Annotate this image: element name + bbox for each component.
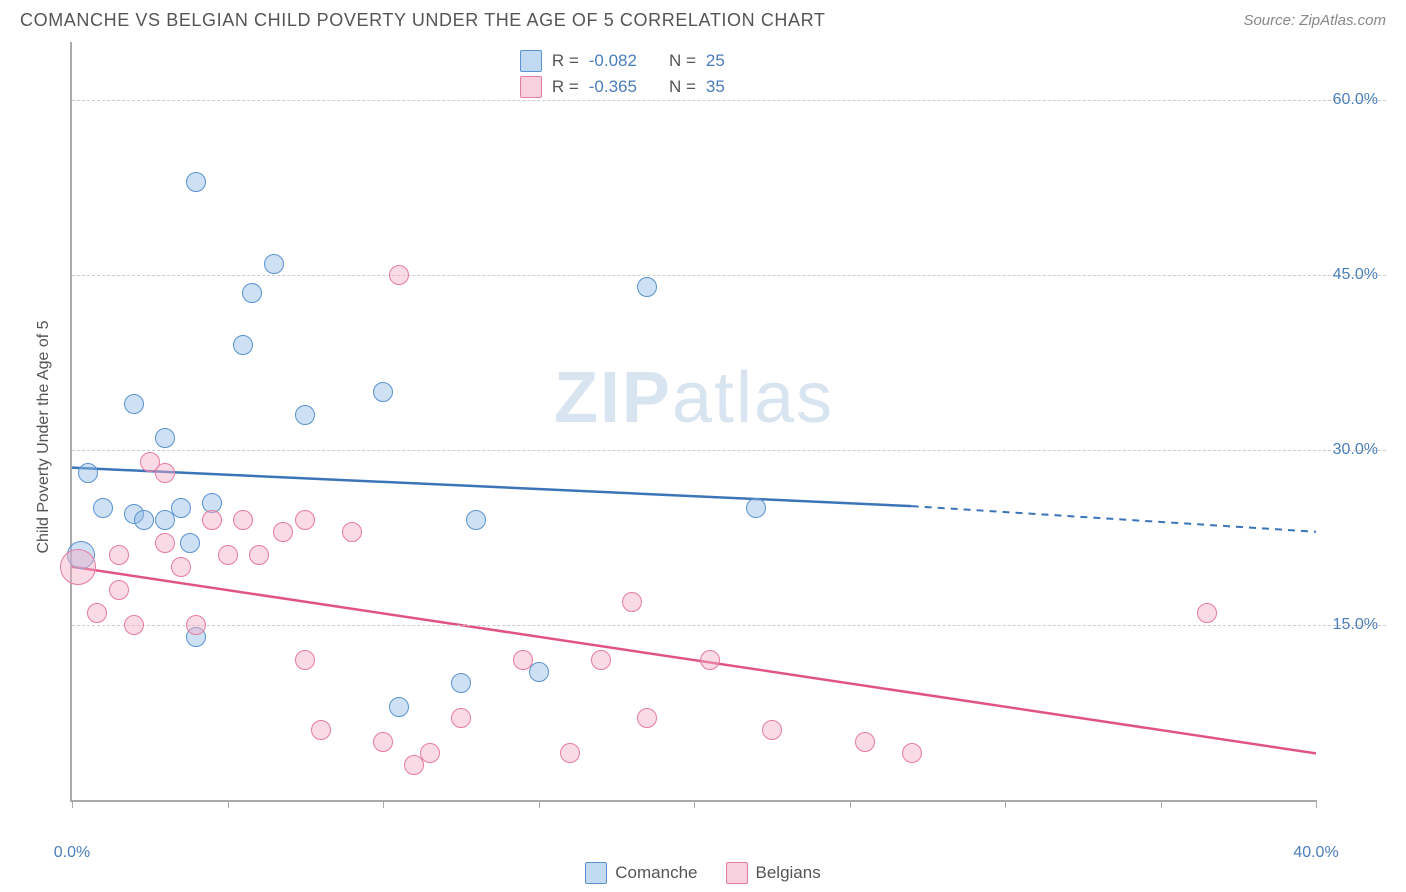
legend-r-label: R = bbox=[552, 77, 579, 97]
data-point bbox=[311, 720, 331, 740]
x-tick bbox=[383, 800, 384, 808]
data-point bbox=[560, 743, 580, 763]
data-point bbox=[218, 545, 238, 565]
data-point bbox=[451, 708, 471, 728]
data-point bbox=[746, 498, 766, 518]
data-point bbox=[451, 673, 471, 693]
data-point bbox=[171, 557, 191, 577]
legend-n-value: 35 bbox=[706, 77, 725, 97]
legend-swatch bbox=[520, 76, 542, 98]
gridline bbox=[72, 625, 1386, 626]
legend-row: R = -0.082 N = 25 bbox=[520, 48, 725, 74]
data-point bbox=[87, 603, 107, 623]
source-attribution: Source: ZipAtlas.com bbox=[1243, 12, 1386, 29]
data-point bbox=[855, 732, 875, 752]
series-legend: Comanche Belgians bbox=[0, 862, 1406, 884]
data-point bbox=[60, 549, 96, 585]
legend-n-value: 25 bbox=[706, 51, 725, 71]
legend-row: R = -0.365 N = 35 bbox=[520, 74, 725, 100]
legend-swatch bbox=[520, 50, 542, 72]
data-point bbox=[466, 510, 486, 530]
watermark: ZIPatlas bbox=[554, 357, 834, 439]
x-tick bbox=[694, 800, 695, 808]
gridline bbox=[72, 450, 1386, 451]
x-tick bbox=[228, 800, 229, 808]
data-point bbox=[295, 510, 315, 530]
data-point bbox=[637, 708, 657, 728]
data-point bbox=[373, 732, 393, 752]
y-axis-label: Child Poverty Under the Age of 5 bbox=[35, 320, 53, 553]
data-point bbox=[295, 650, 315, 670]
data-point bbox=[622, 592, 642, 612]
legend-swatch bbox=[726, 862, 748, 884]
data-point bbox=[902, 743, 922, 763]
correlation-legend: R = -0.082 N = 25 R = -0.365 N = 35 bbox=[520, 48, 725, 100]
data-point bbox=[171, 498, 191, 518]
data-point bbox=[295, 405, 315, 425]
data-point bbox=[233, 335, 253, 355]
legend-n-label: N = bbox=[669, 77, 696, 97]
legend-r-value: -0.082 bbox=[589, 51, 637, 71]
x-tick bbox=[1005, 800, 1006, 808]
data-point bbox=[249, 545, 269, 565]
data-point bbox=[186, 615, 206, 635]
data-point bbox=[109, 545, 129, 565]
data-point bbox=[273, 522, 293, 542]
trend-lines bbox=[72, 42, 1316, 800]
data-point bbox=[342, 522, 362, 542]
chart-title: COMANCHE VS BELGIAN CHILD POVERTY UNDER … bbox=[20, 10, 826, 31]
x-tick bbox=[1316, 800, 1317, 808]
data-point bbox=[513, 650, 533, 670]
plot-area: ZIPatlas R = -0.082 N = 25 R = -0.365 N … bbox=[70, 42, 1316, 802]
data-point bbox=[78, 463, 98, 483]
chart-container: Child Poverty Under the Age of 5 ZIPatla… bbox=[50, 42, 1386, 832]
x-tick bbox=[72, 800, 73, 808]
data-point bbox=[124, 615, 144, 635]
legend-n-label: N = bbox=[669, 51, 696, 71]
legend-swatch bbox=[585, 862, 607, 884]
data-point bbox=[389, 697, 409, 717]
data-point bbox=[762, 720, 782, 740]
legend-r-value: -0.365 bbox=[589, 77, 637, 97]
data-point bbox=[264, 254, 284, 274]
data-point bbox=[637, 277, 657, 297]
legend-item: Belgians bbox=[726, 862, 821, 884]
data-point bbox=[233, 510, 253, 530]
legend-label: Comanche bbox=[615, 863, 697, 883]
data-point bbox=[124, 394, 144, 414]
data-point bbox=[134, 510, 154, 530]
legend-label: Belgians bbox=[756, 863, 821, 883]
legend-item: Comanche bbox=[585, 862, 697, 884]
data-point bbox=[155, 428, 175, 448]
data-point bbox=[389, 265, 409, 285]
y-tick-label: 60.0% bbox=[1333, 91, 1378, 109]
header: COMANCHE VS BELGIAN CHILD POVERTY UNDER … bbox=[0, 0, 1406, 37]
data-point bbox=[700, 650, 720, 670]
y-tick-label: 30.0% bbox=[1333, 441, 1378, 459]
data-point bbox=[591, 650, 611, 670]
data-point bbox=[155, 463, 175, 483]
data-point bbox=[109, 580, 129, 600]
data-point bbox=[1197, 603, 1217, 623]
data-point bbox=[180, 533, 200, 553]
gridline bbox=[72, 275, 1386, 276]
data-point bbox=[242, 283, 262, 303]
y-tick-label: 45.0% bbox=[1333, 266, 1378, 284]
x-tick bbox=[1161, 800, 1162, 808]
gridline bbox=[72, 100, 1386, 101]
x-tick-label: 40.0% bbox=[1293, 844, 1338, 862]
data-point bbox=[420, 743, 440, 763]
x-tick bbox=[539, 800, 540, 808]
data-point bbox=[373, 382, 393, 402]
data-point bbox=[93, 498, 113, 518]
x-tick bbox=[850, 800, 851, 808]
y-tick-label: 15.0% bbox=[1333, 616, 1378, 634]
x-tick-label: 0.0% bbox=[54, 844, 90, 862]
data-point bbox=[155, 533, 175, 553]
data-point bbox=[186, 172, 206, 192]
legend-r-label: R = bbox=[552, 51, 579, 71]
data-point bbox=[202, 510, 222, 530]
